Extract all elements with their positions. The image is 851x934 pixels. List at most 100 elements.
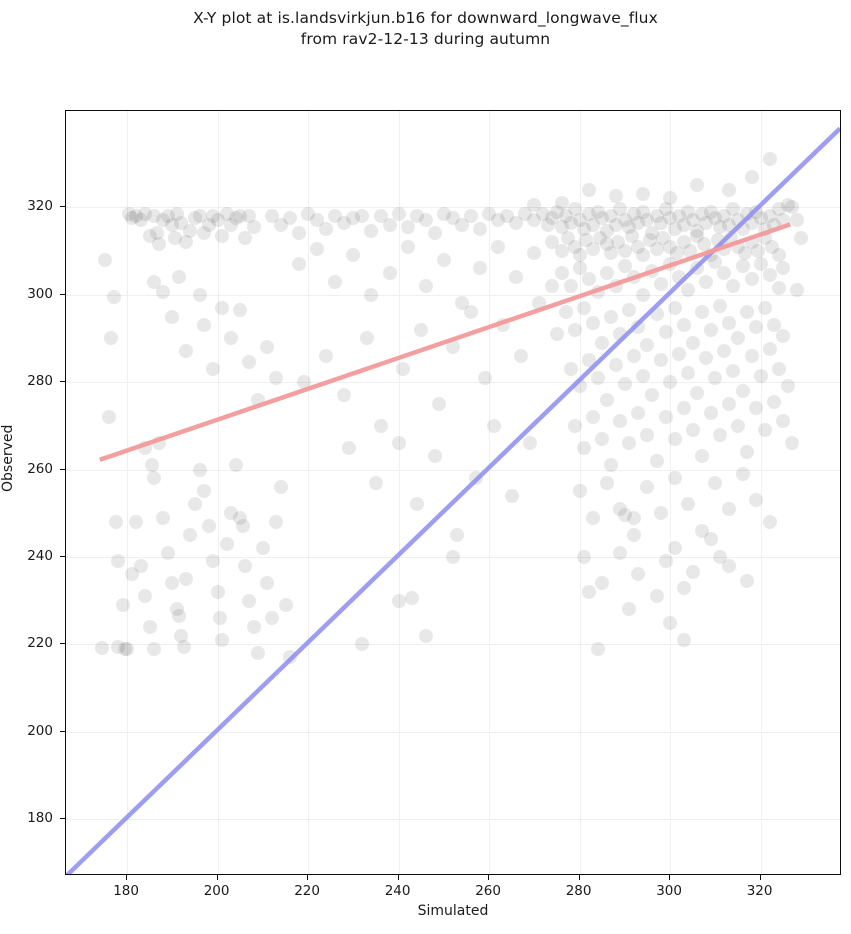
scatter-point <box>717 208 732 223</box>
scatter-point <box>233 208 248 223</box>
scatter-point <box>685 565 700 580</box>
scatter-point <box>400 239 415 254</box>
scatter-point <box>133 213 148 228</box>
y-tick-label: 180 <box>27 810 53 827</box>
scatter-point <box>690 228 705 243</box>
scatter-point <box>559 305 573 320</box>
scatter-point <box>233 302 248 317</box>
scatter-point <box>486 418 501 433</box>
x-tick-mark <box>397 875 399 880</box>
scatter-point <box>549 204 564 219</box>
scatter-point <box>581 272 596 287</box>
scatter-point <box>581 584 596 599</box>
scatter-point <box>577 549 592 564</box>
scatter-point <box>133 558 148 573</box>
scatter-point <box>635 204 650 219</box>
scatter-point <box>346 211 361 226</box>
scatter-point <box>654 215 668 230</box>
scatter-point <box>283 211 297 226</box>
scatter-point <box>117 641 132 656</box>
scatter-point <box>767 318 782 333</box>
gridline-vertical <box>579 111 581 874</box>
scatter-point <box>703 322 718 337</box>
regression-line <box>99 222 792 462</box>
scatter-point <box>414 322 429 337</box>
scatter-point <box>382 217 397 232</box>
scatter-point <box>726 364 741 379</box>
x-tick-mark <box>578 875 580 880</box>
scatter-point <box>120 641 135 656</box>
scatter-point <box>749 320 763 335</box>
gridline-vertical <box>489 111 491 874</box>
scatter-point <box>192 287 207 302</box>
scatter-point <box>611 235 625 250</box>
scatter-point <box>740 573 754 588</box>
scatter-point <box>676 217 691 232</box>
scatter-point <box>712 427 727 442</box>
scatter-point <box>251 646 266 661</box>
scatter-point <box>559 208 573 223</box>
x-tick-mark <box>307 875 309 880</box>
scatter-point <box>355 208 370 223</box>
scatter-point <box>165 309 180 324</box>
scatter-point <box>328 208 343 223</box>
scatter-point <box>749 493 763 508</box>
scatter-point <box>124 567 139 582</box>
scatter-point <box>785 200 800 215</box>
scatter-point <box>753 368 768 383</box>
y-tick-mark <box>60 818 65 820</box>
scatter-point <box>108 514 123 529</box>
scatter-point <box>337 388 352 403</box>
x-tick-mark <box>759 875 761 880</box>
scatter-point <box>549 326 564 341</box>
scatter-point <box>554 265 569 280</box>
scatter-point <box>640 479 655 494</box>
scatter-point <box>690 224 705 239</box>
scatter-point <box>418 278 433 293</box>
scatter-point <box>581 206 596 221</box>
scatter-point <box>767 394 782 409</box>
scatter-point <box>219 536 234 551</box>
scatter-point <box>210 213 225 228</box>
scatter-point <box>341 440 356 455</box>
scatter-point <box>599 237 614 252</box>
y-tick-mark <box>60 643 65 645</box>
y-tick-label: 220 <box>27 635 53 652</box>
scatter-point <box>751 243 766 258</box>
scatter-point <box>172 608 187 623</box>
scatter-point <box>160 208 175 223</box>
scatter-point <box>192 462 207 477</box>
scatter-point <box>663 211 678 226</box>
y-tick-label: 320 <box>27 198 53 215</box>
scatter-point <box>572 248 587 263</box>
scatter-point <box>780 198 795 212</box>
scatter-point <box>685 423 700 438</box>
scatter-point <box>445 211 460 226</box>
gridline-vertical <box>308 111 310 874</box>
y-axis-label: Observed <box>0 424 16 492</box>
scatter-point <box>579 233 594 247</box>
x-tick-mark <box>126 875 128 880</box>
scatter-point <box>771 248 786 263</box>
scatter-point <box>554 195 569 210</box>
scatter-point <box>391 593 406 608</box>
scatter-point <box>568 418 582 433</box>
scatter-point <box>617 213 632 228</box>
scatter-point <box>432 396 447 411</box>
scatter-point <box>676 632 691 647</box>
gridline-horizontal <box>66 207 840 209</box>
scatter-point <box>635 287 650 302</box>
scatter-point <box>454 217 469 232</box>
scatter-point <box>568 202 582 217</box>
scatter-point <box>586 510 601 525</box>
scatter-point <box>292 226 306 241</box>
scatter-point <box>482 206 497 221</box>
scatter-point <box>703 532 718 547</box>
scatter-point <box>595 211 610 226</box>
scatter-point <box>563 361 578 376</box>
scatter-point <box>667 222 682 236</box>
scatter-point <box>95 640 110 655</box>
scatter-point <box>744 348 759 363</box>
x-tick-label: 240 <box>384 883 411 899</box>
scatter-point <box>464 208 478 223</box>
